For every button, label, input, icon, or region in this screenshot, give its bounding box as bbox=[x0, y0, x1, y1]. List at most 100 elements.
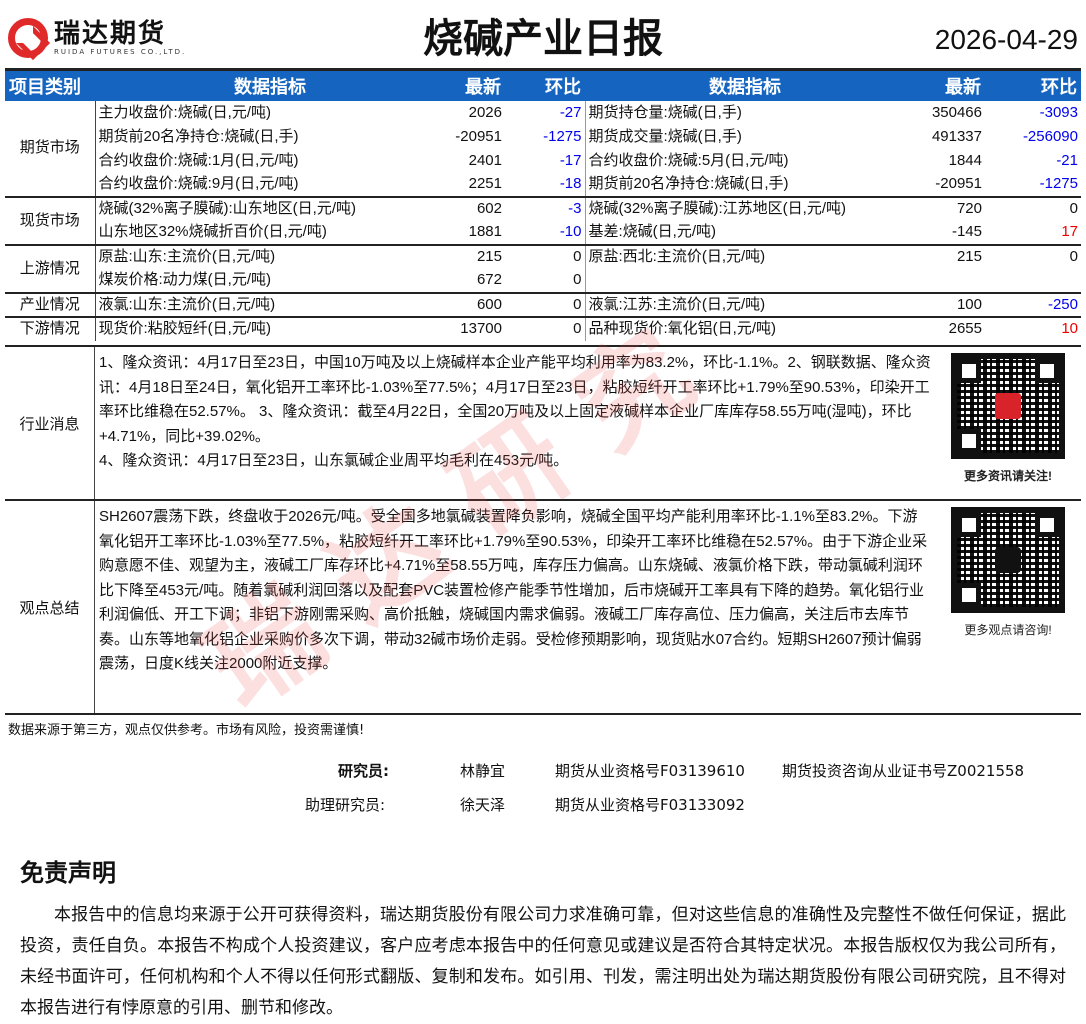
indicator-cell: 期货前20名净持仓:烧碱(日,手) bbox=[584, 172, 905, 197]
change-cell: -3 bbox=[505, 195, 585, 221]
latest-cell: 2401 bbox=[468, 151, 502, 169]
indicator-cell: 主力收盘价:烧碱(日,元/吨) bbox=[98, 103, 272, 121]
change-cell: -250 bbox=[985, 291, 1081, 317]
researcher-cert: 期货从业资格号F03139610 bbox=[555, 762, 745, 780]
indicator-cell: 期货前20名净持仓:烧碱(日,手) bbox=[98, 127, 299, 145]
disclaimer-title: 免责声明 bbox=[20, 859, 116, 887]
logo-icon bbox=[8, 18, 48, 58]
indicator-cell: 期货成交量:烧碱(日,手) bbox=[584, 124, 905, 149]
latest-cell: -20951 bbox=[935, 175, 982, 192]
change-cell: 10 bbox=[985, 315, 1081, 341]
change-cell: -1275 bbox=[543, 127, 582, 145]
change-cell: -1275 bbox=[1039, 175, 1078, 192]
change-cell: 17 bbox=[1061, 223, 1078, 240]
indicator-cell bbox=[584, 268, 905, 293]
category-cell: 期货市场 bbox=[5, 100, 96, 197]
table-row: 合约收盘价:烧碱:9月(日,元/吨) 2251 -18 期货前20名净持仓:烧碱(日,… bbox=[5, 172, 1081, 197]
change-cell: 0 bbox=[505, 243, 585, 269]
report-date: 2026-04-29 bbox=[934, 24, 1078, 55]
table-row: 下游情况 现货价:粘胶短纤(日,元/吨) 13700 0 品种现货价:氧化铝(日,元/吨… bbox=[5, 315, 1081, 341]
indicator-cell: 液氯:山东:主流价(日,元/吨) bbox=[95, 291, 445, 317]
category-cell: 现货市场 bbox=[5, 195, 96, 245]
table-row: 期货市场 主力收盘价:烧碱(日,元/吨) 2026 -27 期货持仓量:烧碱(日,手) 3… bbox=[5, 100, 1081, 197]
indicator-cell: 液氯:江苏:主流价(日,元/吨) bbox=[584, 291, 905, 317]
latest-cell: 1881 bbox=[468, 223, 502, 240]
indicator-cell: 品种现货价:氧化铝(日,元/吨) bbox=[584, 315, 905, 341]
news-category: 行业消息 bbox=[5, 347, 95, 500]
latest-cell: 2026 bbox=[468, 103, 502, 121]
page-title: 烧碱产业日报 bbox=[423, 16, 663, 62]
column-header: 项目类别 bbox=[5, 68, 95, 101]
latest-cell: 215 bbox=[905, 243, 985, 269]
news-section: 行业消息 1、隆众资讯：4月17日至23日，中国10万吨及以上烧碱样本企业产能平… bbox=[5, 345, 1081, 500]
data-table: 项目类别 数据指标 最新 环比 数据指标 最新 环比 期货市场 主力收盘价:烧碱(日,元/吨)… bbox=[5, 68, 1081, 341]
change-cell: -27 bbox=[559, 103, 582, 121]
category-cell: 下游情况 bbox=[5, 315, 96, 341]
latest-cell: 13700 bbox=[445, 315, 505, 341]
latest-cell: -145 bbox=[951, 223, 982, 240]
column-header: 最新 bbox=[445, 68, 505, 101]
change-cell: 0 bbox=[505, 291, 585, 317]
category-cell: 产业情况 bbox=[5, 291, 96, 317]
qr-caption: 更多观点请咨询! bbox=[964, 623, 1052, 637]
table-row: 煤炭价格:动力煤(日,元/吨) 672 0 bbox=[5, 268, 1081, 293]
change-cell: 0 bbox=[985, 243, 1081, 269]
table-row: 产业情况 液氯:山东:主流价(日,元/吨) 600 0 液氯:江苏:主流价(日,元/吨)… bbox=[5, 291, 1081, 317]
indicator-cell: 煤炭价格:动力煤(日,元/吨) bbox=[98, 271, 272, 288]
latest-cell: -20951 bbox=[455, 127, 502, 145]
column-header: 环比 bbox=[985, 68, 1081, 101]
latest-cell: 720 bbox=[905, 195, 985, 221]
latest-cell: 602 bbox=[445, 195, 505, 221]
qr-follow: 更多资讯请关注! bbox=[935, 347, 1081, 500]
qr-caption: 更多资讯请关注! bbox=[964, 469, 1052, 483]
logo-english: RUIDA FUTURES CO.,LTD. bbox=[54, 48, 187, 56]
indicator-cell: 合约收盘价:烧碱:5月(日,元/吨) bbox=[584, 148, 905, 173]
latest-cell: 672 bbox=[476, 271, 502, 288]
change-cell: -21 bbox=[1056, 151, 1078, 169]
latest-cell: 2251 bbox=[468, 175, 502, 192]
change-cell: -10 bbox=[559, 223, 582, 240]
table-header: 项目类别 数据指标 最新 环比 数据指标 最新 环比 bbox=[5, 68, 1081, 101]
researcher-advisory-cert: 期货投资咨询从业证书号Z0021558 bbox=[782, 762, 1025, 780]
summary-category: 观点总结 bbox=[5, 501, 95, 713]
indicator-cell: 烧碱(32%离子膜碱):山东地区(日,元/吨) bbox=[95, 195, 445, 221]
logo-name: 瑞达期货 bbox=[54, 19, 167, 49]
wechat-qr-icon bbox=[951, 507, 1065, 613]
column-header: 数据指标 bbox=[95, 68, 445, 101]
indicator-cell: 基差:烧碱(日,元/吨) bbox=[584, 220, 905, 245]
qr-consult: 更多观点请咨询! bbox=[935, 501, 1081, 713]
latest-cell: 491337 bbox=[931, 127, 982, 145]
indicator-cell: 原盐:西北:主流价(日,元/吨) bbox=[584, 243, 905, 269]
assistant-name: 徐天泽 bbox=[460, 796, 506, 814]
latest-cell: 350466 bbox=[931, 103, 982, 121]
summary-text: SH2607震荡下跌，终盘收于2026元/吨。受全国多地氯碱装置降负影响，烧碱全… bbox=[99, 508, 928, 672]
change-cell: 0 bbox=[985, 195, 1081, 221]
assistant-label: 助理研究员: bbox=[305, 796, 386, 814]
disclaimer-text: 本报告中的信息均来源于公开可获得资料，瑞达期货股份有限公司力求准确可靠，但对这些… bbox=[20, 905, 1066, 1018]
table-row: 现货市场 烧碱(32%离子膜碱):山东地区(日,元/吨) 602 -3 烧碱(32%离子… bbox=[5, 195, 1081, 245]
change-cell: -3093 bbox=[1039, 103, 1078, 121]
footnote: 数据来源于第三方，观点仅供参考。市场有风险，投资需谨慎! bbox=[8, 723, 365, 738]
change-cell: -18 bbox=[559, 175, 582, 192]
change-cell: 0 bbox=[505, 315, 585, 341]
category-cell: 上游情况 bbox=[5, 243, 96, 293]
change-cell bbox=[985, 269, 1081, 293]
summary-section: 观点总结 SH2607震荡下跌，终盘收于2026元/吨。受全国多地氯碱装置降负影… bbox=[5, 499, 1081, 713]
latest-cell: 100 bbox=[905, 291, 985, 317]
indicator-cell: 现货价:粘胶短纤(日,元/吨) bbox=[95, 315, 445, 341]
assistant-cert: 期货从业资格号F03133092 bbox=[555, 796, 745, 814]
news-text-4: 4、隆众资讯：4月17日至23日，山东氯碱企业周平均毛利在453元/吨。 bbox=[99, 452, 569, 469]
table-row: 期货前20名净持仓:烧碱(日,手) -20951 -1275 期货成交量:烧碱(日,手… bbox=[5, 124, 1081, 149]
qr-code-icon bbox=[951, 353, 1065, 459]
divider bbox=[5, 713, 1081, 715]
news-text: 1、隆众资讯：4月17日至23日，中国10万吨及以上烧碱样本企业产能平均利用率为… bbox=[99, 354, 931, 445]
indicator-cell: 山东地区32%烧碱折百价(日,元/吨) bbox=[98, 223, 327, 240]
column-header: 数据指标 bbox=[585, 68, 905, 101]
indicator-cell: 期货持仓量:烧碱(日,手) bbox=[584, 100, 905, 125]
table-row: 山东地区32%烧碱折百价(日,元/吨) 1881 -10 基差:烧碱(日,元/吨) -1… bbox=[5, 220, 1081, 245]
latest-cell: 600 bbox=[445, 291, 505, 317]
table-row: 上游情况 原盐:山东:主流价(日,元/吨) 215 0 原盐:西北:主流价(日,元/吨)… bbox=[5, 243, 1081, 293]
indicator-cell: 原盐:山东:主流价(日,元/吨) bbox=[95, 243, 445, 269]
table-row: 合约收盘价:烧碱:1月(日,元/吨) 2401 -17 合约收盘价:烧碱:5月(日,元… bbox=[5, 148, 1081, 173]
indicator-cell: 合约收盘价:烧碱:1月(日,元/吨) bbox=[98, 151, 299, 169]
